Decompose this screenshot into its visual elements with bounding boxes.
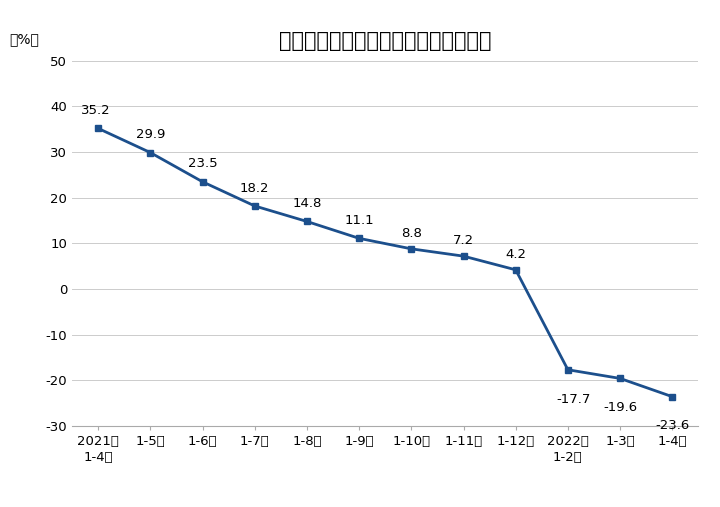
Text: -19.6: -19.6: [603, 401, 637, 414]
Text: 7.2: 7.2: [453, 234, 474, 247]
Text: 18.2: 18.2: [240, 182, 269, 195]
Text: 8.8: 8.8: [401, 227, 422, 240]
Text: （%）: （%）: [9, 32, 39, 46]
Text: 35.2: 35.2: [81, 104, 110, 117]
Text: -17.7: -17.7: [556, 392, 590, 406]
Text: 29.9: 29.9: [135, 128, 165, 141]
Text: 11.1: 11.1: [344, 214, 374, 227]
Title: 全国房地产开发企业本年到位资金增速: 全国房地产开发企业本年到位资金增速: [279, 31, 492, 51]
Text: 4.2: 4.2: [505, 248, 526, 261]
Text: 23.5: 23.5: [188, 157, 217, 170]
Text: 14.8: 14.8: [292, 197, 322, 210]
Text: -23.6: -23.6: [655, 419, 690, 432]
